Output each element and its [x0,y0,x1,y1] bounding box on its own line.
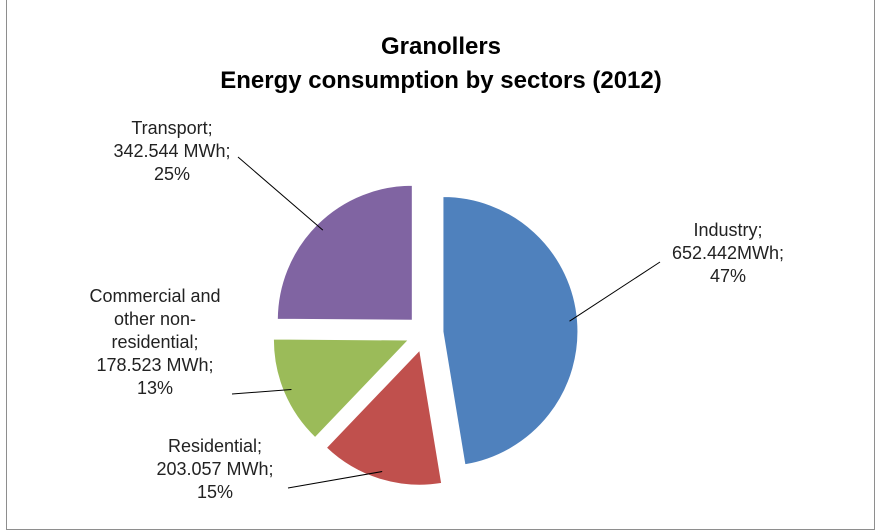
slice-transport [276,184,413,321]
label-commercial-line-2: other non- [113,309,197,329]
label-industry-percent: 47% [709,266,747,286]
label-commercial-line-3: residential; [111,332,199,352]
label-transport-value: 342.544 MWh; [113,141,231,161]
label-commercial: Commercial and other non- residential; 1… [60,285,250,400]
label-transport-name: Transport; [131,118,213,138]
label-commercial-line-1: Commercial and [89,286,221,306]
slice-industry [442,196,579,466]
label-commercial-percent: 13% [136,378,174,398]
leader-line-transport [237,156,324,231]
slice-residential [325,349,443,486]
slice-commercial [272,338,410,439]
chart-title: Granollers Energy consumption by sectors… [0,30,882,98]
label-commercial-value: 178.523 MWh; [96,355,214,375]
leader-line-residential [287,471,383,489]
title-line-1: Granollers [380,33,502,60]
label-industry-value: 652.442MWh; [671,243,785,263]
label-residential: Residential; 203.057 MWh; 15% [125,435,305,504]
label-residential-value: 203.057 MWh; [156,459,274,479]
label-industry: Industry; 652.442MWh; 47% [658,219,798,288]
label-residential-percent: 15% [196,482,234,502]
label-industry-name: Industry; [693,220,763,240]
label-transport: Transport; 342.544 MWh; 25% [82,117,262,186]
label-residential-name: Residential; [167,436,263,456]
leader-line-commercial [231,388,292,395]
leader-line-industry [569,261,661,322]
title-line-2: Energy consumption by sectors (2012) [220,67,662,94]
chart-frame [6,0,875,530]
label-transport-percent: 25% [153,164,191,184]
